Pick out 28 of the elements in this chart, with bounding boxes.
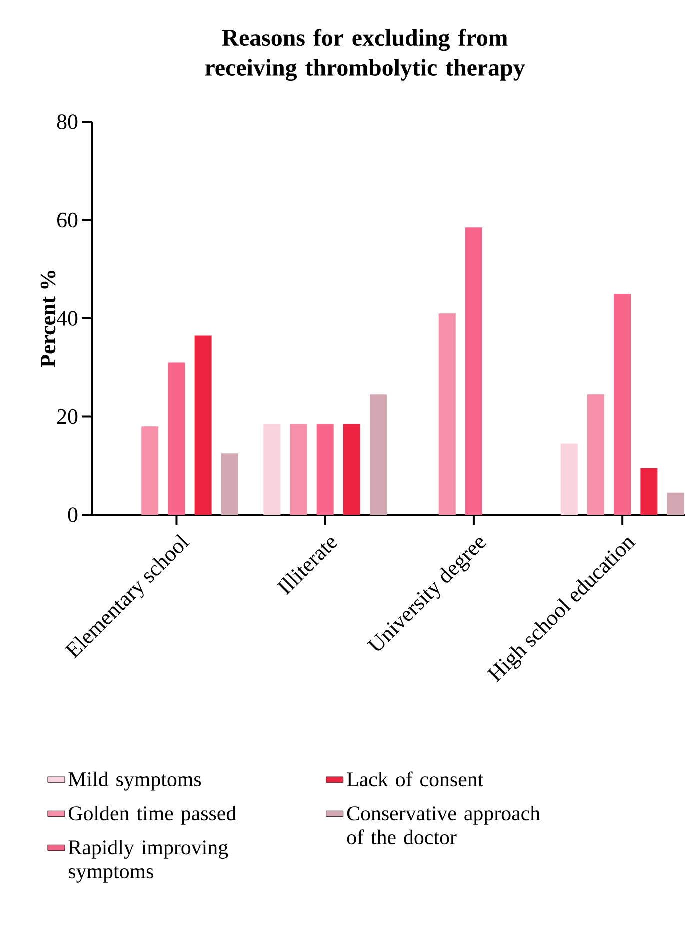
chart-title: Reasons for excluding from receiving thrombolytic therapy (205, 29, 526, 82)
y-tick-label: 20 (58, 409, 78, 424)
bar (465, 228, 482, 516)
legend-label: Rapidly improving symptoms (68, 840, 228, 883)
legend-label: Mild symptoms (68, 772, 202, 791)
bar (438, 314, 456, 516)
bar (221, 454, 238, 516)
bar (667, 492, 684, 516)
bar (370, 394, 388, 516)
legend-label: Conservative approach of the doctor (347, 806, 540, 845)
legend-label: Lack of consent (347, 772, 484, 787)
y-tick-label: 80 (57, 114, 78, 130)
bar (290, 424, 308, 516)
bar (587, 394, 604, 516)
bar (640, 468, 658, 516)
y-tick-label: 40 (56, 311, 78, 326)
bar (343, 424, 360, 516)
y-tick-label: 60 (58, 212, 78, 228)
bar (168, 362, 186, 516)
bar (614, 294, 632, 516)
y-axis-title: Percent % (40, 271, 56, 368)
bar (142, 426, 159, 516)
y-tick-label: 0 (68, 508, 78, 522)
bar (316, 424, 334, 516)
bar (264, 424, 281, 516)
bar (194, 336, 212, 516)
bar (560, 444, 578, 516)
legend-label: Golden time passed (69, 806, 236, 825)
